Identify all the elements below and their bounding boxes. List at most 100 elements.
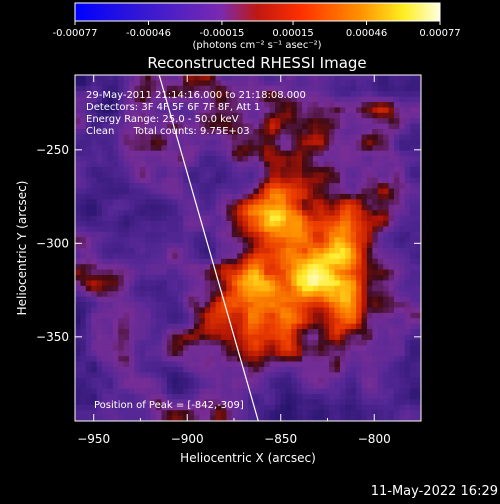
heatmap-cell bbox=[150, 339, 157, 346]
heatmap-cell bbox=[285, 269, 292, 276]
heatmap-cell bbox=[253, 177, 260, 184]
heatmap-cell bbox=[280, 129, 287, 135]
heatmap-cell bbox=[96, 318, 103, 325]
heatmap-cell bbox=[177, 339, 184, 346]
heatmap-cell bbox=[399, 415, 406, 421]
heatmap-cell bbox=[339, 220, 346, 227]
heatmap-cell bbox=[204, 215, 211, 222]
heatmap-cell bbox=[269, 253, 276, 260]
heatmap-cell bbox=[334, 356, 341, 362]
heatmap-cell bbox=[323, 91, 330, 98]
heatmap-cell bbox=[366, 302, 373, 308]
heatmap-cell bbox=[96, 215, 103, 222]
heatmap-cell bbox=[204, 280, 211, 287]
heatmap-cell bbox=[193, 350, 200, 357]
heatmap-cell bbox=[161, 404, 168, 411]
heatmap-cell bbox=[199, 183, 206, 189]
heatmap-cell bbox=[361, 318, 368, 325]
heatmap-cell bbox=[404, 415, 411, 421]
heatmap-cell bbox=[334, 177, 341, 184]
heatmap-cell bbox=[318, 220, 325, 227]
heatmap-cell bbox=[410, 242, 416, 249]
heatmap-cell bbox=[118, 96, 125, 103]
heatmap-cell bbox=[275, 215, 281, 222]
heatmap-cell bbox=[410, 339, 416, 346]
heatmap-cell bbox=[410, 102, 416, 108]
heatmap-cell bbox=[302, 248, 308, 254]
heatmap-cell bbox=[312, 129, 319, 135]
heatmap-cell bbox=[118, 329, 125, 335]
heatmap-cell bbox=[172, 329, 179, 335]
heatmap-cell bbox=[91, 161, 98, 168]
heatmap-cell bbox=[383, 404, 389, 411]
heatmap-cell bbox=[334, 193, 341, 200]
heatmap-cell bbox=[318, 291, 325, 298]
heatmap-cell bbox=[366, 172, 373, 179]
heatmap-cell bbox=[80, 291, 87, 298]
heatmap-cell bbox=[269, 377, 276, 384]
heatmap-cell bbox=[204, 85, 211, 92]
heatmap-cell bbox=[75, 361, 81, 368]
heatmap-cell bbox=[231, 75, 238, 81]
heatmap-cell bbox=[80, 80, 87, 87]
heatmap-cell bbox=[161, 166, 168, 173]
heatmap-cell bbox=[177, 318, 184, 325]
heatmap-cell bbox=[215, 350, 222, 357]
heatmap-cell bbox=[339, 356, 346, 362]
heatmap-cell bbox=[123, 156, 130, 162]
heatmap-cell bbox=[215, 226, 222, 233]
heatmap-cell bbox=[75, 388, 81, 395]
heatmap-cell bbox=[134, 134, 141, 141]
heatmap-cell bbox=[356, 161, 362, 168]
heatmap-cell bbox=[134, 345, 141, 352]
heatmap-cell bbox=[161, 285, 168, 292]
heatmap-cell bbox=[112, 210, 119, 216]
heatmap-cell bbox=[356, 302, 362, 308]
heatmap-cell bbox=[237, 329, 243, 335]
heatmap-cell bbox=[356, 193, 362, 200]
heatmap-cell bbox=[161, 96, 168, 103]
heatmap-cell bbox=[199, 80, 206, 87]
heatmap-cell bbox=[372, 264, 379, 271]
heatmap-cell bbox=[350, 329, 357, 335]
heatmap-cell bbox=[118, 285, 125, 292]
heatmap-cell bbox=[166, 345, 173, 352]
heatmap-cell bbox=[204, 377, 211, 384]
heatmap-cell bbox=[329, 231, 335, 238]
heatmap-cell bbox=[334, 231, 341, 238]
heatmap-cell bbox=[220, 177, 227, 184]
heatmap-cell bbox=[318, 177, 325, 184]
heatmap-cell bbox=[383, 193, 389, 200]
heatmap-cell bbox=[285, 415, 292, 421]
heatmap-cell bbox=[85, 285, 92, 292]
heatmap-cell bbox=[156, 75, 162, 81]
heatmap-cell bbox=[107, 199, 114, 206]
heatmap-cell bbox=[139, 107, 146, 114]
heatmap-cell bbox=[339, 231, 346, 238]
heatmap-cell bbox=[388, 139, 395, 146]
heatmap-cell bbox=[107, 264, 114, 271]
heatmap-cell bbox=[118, 366, 125, 373]
heatmap-cell bbox=[220, 415, 227, 421]
heatmap-cell bbox=[91, 329, 98, 335]
heatmap-cell bbox=[258, 123, 265, 130]
heatmap-cell bbox=[118, 275, 125, 281]
heatmap-cell bbox=[134, 145, 141, 152]
heatmap-cell bbox=[156, 118, 162, 125]
heatmap-cell bbox=[139, 231, 146, 238]
heatmap-cell bbox=[75, 404, 81, 411]
heatmap-cell bbox=[150, 377, 157, 384]
heatmap-cell bbox=[107, 91, 114, 98]
heatmap-cell bbox=[242, 350, 249, 357]
heatmap-cell bbox=[183, 410, 189, 416]
heatmap-cell bbox=[193, 123, 200, 130]
heatmap-cell bbox=[415, 334, 421, 341]
annotation-counts: Clean Total counts: 9.75E+03 bbox=[86, 126, 250, 137]
heatmap-cell bbox=[177, 356, 184, 362]
heatmap-cell bbox=[150, 383, 157, 389]
heatmap-cell bbox=[85, 264, 92, 271]
heatmap-cell bbox=[361, 302, 368, 308]
heatmap-cell bbox=[102, 145, 108, 152]
heatmap-cell bbox=[269, 415, 276, 421]
heatmap-cell bbox=[410, 118, 416, 125]
